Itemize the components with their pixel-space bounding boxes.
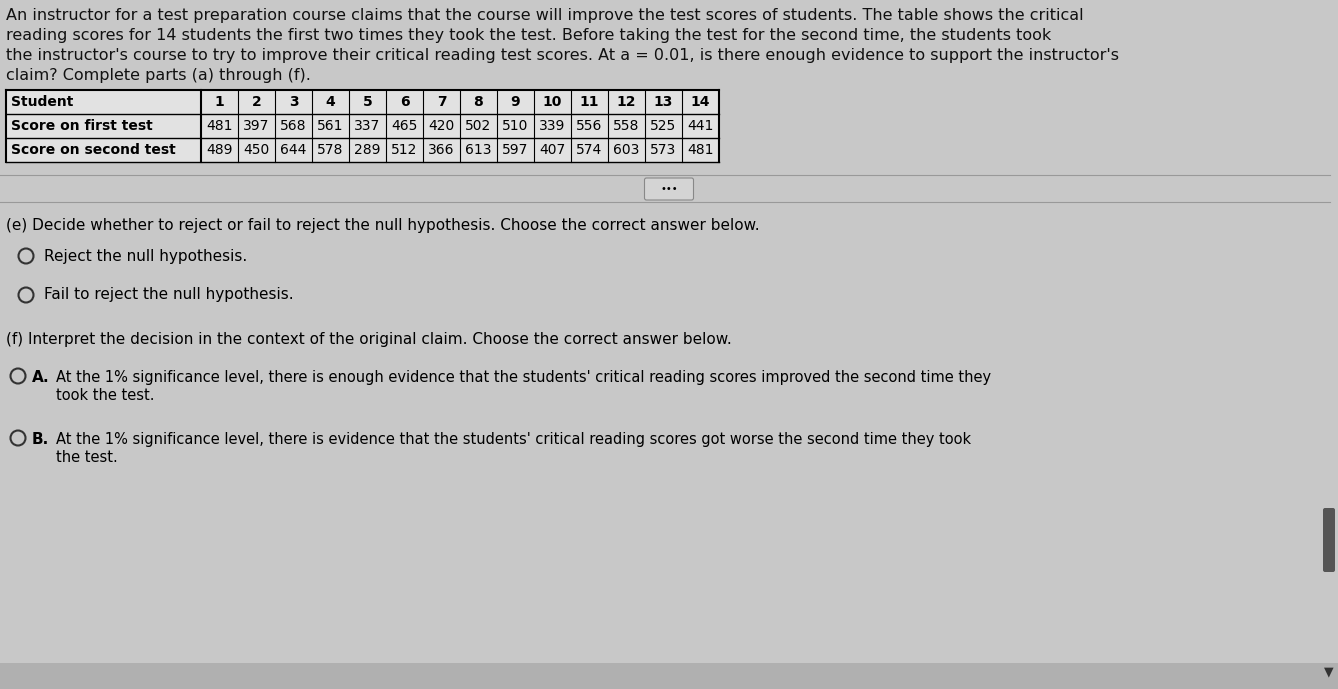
Bar bbox=[0, 663, 1338, 689]
Text: 561: 561 bbox=[317, 119, 344, 133]
Text: 337: 337 bbox=[355, 119, 380, 133]
Text: Fail to reject the null hypothesis.: Fail to reject the null hypothesis. bbox=[44, 287, 293, 302]
Text: reading scores for 14 students the first two times they took the test. Before ta: reading scores for 14 students the first… bbox=[5, 28, 1052, 43]
Text: 441: 441 bbox=[688, 119, 713, 133]
Text: 556: 556 bbox=[577, 119, 602, 133]
Text: 465: 465 bbox=[391, 119, 417, 133]
Text: 489: 489 bbox=[206, 143, 233, 157]
Text: 481: 481 bbox=[206, 119, 233, 133]
Text: 558: 558 bbox=[613, 119, 640, 133]
Text: At the 1% significance level, there is enough evidence that the students' critic: At the 1% significance level, there is e… bbox=[56, 370, 991, 385]
Text: the test.: the test. bbox=[56, 450, 118, 465]
Text: 525: 525 bbox=[650, 119, 677, 133]
Text: 512: 512 bbox=[391, 143, 417, 157]
Text: 597: 597 bbox=[502, 143, 529, 157]
Text: 9: 9 bbox=[511, 95, 520, 109]
Text: 397: 397 bbox=[244, 119, 270, 133]
Text: 603: 603 bbox=[613, 143, 640, 157]
Text: Reject the null hypothesis.: Reject the null hypothesis. bbox=[44, 249, 248, 263]
Text: (f) Interpret the decision in the context of the original claim. Choose the corr: (f) Interpret the decision in the contex… bbox=[5, 332, 732, 347]
Text: 502: 502 bbox=[466, 119, 491, 133]
Text: At the 1% significance level, there is evidence that the students' critical read: At the 1% significance level, there is e… bbox=[56, 432, 971, 447]
Text: 10: 10 bbox=[543, 95, 562, 109]
Text: 11: 11 bbox=[579, 95, 599, 109]
Text: 8: 8 bbox=[474, 95, 483, 109]
Text: 3: 3 bbox=[289, 95, 298, 109]
FancyBboxPatch shape bbox=[1323, 508, 1335, 572]
Text: (e) Decide whether to reject or fail to reject the null hypothesis. Choose the c: (e) Decide whether to reject or fail to … bbox=[5, 218, 760, 233]
Text: 5: 5 bbox=[363, 95, 372, 109]
Text: 12: 12 bbox=[617, 95, 637, 109]
Text: the instructor's course to try to improve their critical reading test scores. At: the instructor's course to try to improv… bbox=[5, 48, 1119, 63]
Text: An instructor for a test preparation course claims that the course will improve : An instructor for a test preparation cou… bbox=[5, 8, 1084, 23]
Text: 420: 420 bbox=[428, 119, 455, 133]
Text: ▼: ▼ bbox=[1325, 666, 1334, 679]
Text: 574: 574 bbox=[577, 143, 602, 157]
Text: 1: 1 bbox=[214, 95, 225, 109]
Text: 613: 613 bbox=[466, 143, 492, 157]
Bar bbox=[5, 90, 719, 162]
Text: 481: 481 bbox=[688, 143, 713, 157]
Text: 13: 13 bbox=[654, 95, 673, 109]
Text: 510: 510 bbox=[502, 119, 529, 133]
Text: 2: 2 bbox=[252, 95, 261, 109]
FancyBboxPatch shape bbox=[645, 178, 693, 200]
Text: claim? Complete parts (a) through (f).: claim? Complete parts (a) through (f). bbox=[5, 68, 310, 83]
Text: B.: B. bbox=[32, 432, 50, 447]
Text: 450: 450 bbox=[244, 143, 270, 157]
Text: 573: 573 bbox=[650, 143, 677, 157]
Text: 6: 6 bbox=[400, 95, 409, 109]
Text: 14: 14 bbox=[690, 95, 710, 109]
Text: Score on second test: Score on second test bbox=[11, 143, 175, 157]
Text: •••: ••• bbox=[660, 184, 678, 194]
Text: 407: 407 bbox=[539, 143, 566, 157]
Text: 366: 366 bbox=[428, 143, 455, 157]
Text: 578: 578 bbox=[317, 143, 344, 157]
Text: 4: 4 bbox=[325, 95, 336, 109]
Text: A.: A. bbox=[32, 370, 50, 385]
Text: 339: 339 bbox=[539, 119, 566, 133]
Text: took the test.: took the test. bbox=[56, 388, 154, 403]
Text: 568: 568 bbox=[280, 119, 306, 133]
Text: 7: 7 bbox=[436, 95, 447, 109]
Text: 289: 289 bbox=[355, 143, 381, 157]
Text: Student: Student bbox=[11, 95, 74, 109]
Text: Score on first test: Score on first test bbox=[11, 119, 153, 133]
Text: 644: 644 bbox=[281, 143, 306, 157]
